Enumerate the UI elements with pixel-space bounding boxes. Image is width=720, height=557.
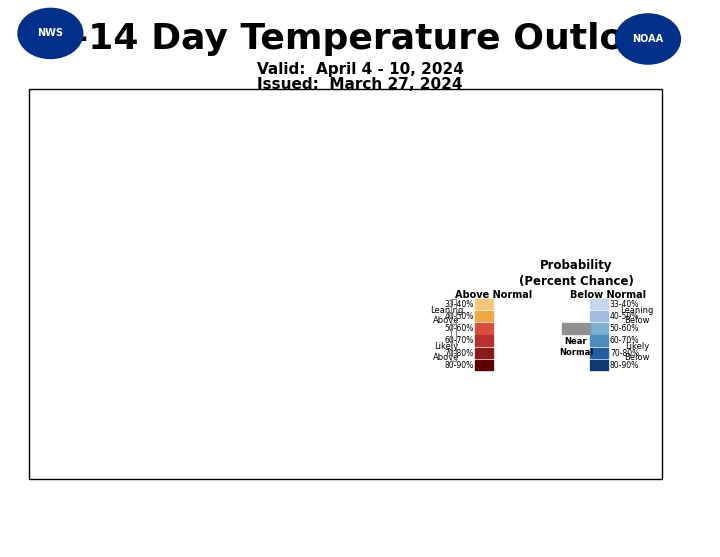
Bar: [439, 251, 713, 407]
Bar: [590, 360, 608, 370]
Bar: [590, 335, 608, 346]
Text: Likely
Above: Likely Above: [433, 343, 459, 361]
Text: 8-14 Day Temperature Outlook: 8-14 Day Temperature Outlook: [48, 22, 672, 56]
Text: 50-60%: 50-60%: [444, 324, 474, 333]
Bar: [590, 348, 608, 358]
Bar: [475, 348, 493, 358]
Text: Near
Normal: Near Normal: [559, 338, 593, 356]
Text: 70-80%: 70-80%: [610, 349, 639, 358]
Text: 60-70%: 60-70%: [444, 336, 474, 345]
Text: Valid:  April 4 - 10, 2024: Valid: April 4 - 10, 2024: [256, 62, 464, 77]
Circle shape: [616, 14, 680, 64]
Bar: [590, 311, 608, 321]
Text: 80-90%: 80-90%: [610, 361, 639, 370]
Text: Leaning
Below: Leaning Below: [621, 306, 654, 325]
Bar: [590, 323, 608, 334]
Text: Issued:  March 27, 2024: Issued: March 27, 2024: [257, 77, 463, 92]
Bar: [475, 299, 493, 309]
Bar: [475, 335, 493, 346]
Text: 40-50%: 40-50%: [610, 312, 639, 321]
Text: Below Normal: Below Normal: [570, 290, 647, 300]
Text: 33-40%: 33-40%: [610, 300, 639, 309]
Text: Above Normal: Above Normal: [454, 290, 532, 300]
Text: 60-70%: 60-70%: [610, 336, 639, 345]
Bar: [475, 323, 493, 334]
Bar: [29, 89, 662, 479]
Text: 80-90%: 80-90%: [444, 361, 474, 370]
Bar: [590, 299, 608, 309]
Text: Likely
Below: Likely Below: [624, 343, 650, 361]
Circle shape: [18, 8, 83, 58]
Text: NOAA: NOAA: [632, 34, 664, 44]
Bar: [475, 360, 493, 370]
Text: Leaning
Above: Leaning Above: [430, 306, 463, 325]
Text: NWS: NWS: [37, 28, 63, 38]
Text: Probability
(Percent Chance): Probability (Percent Chance): [518, 259, 634, 288]
Text: 70-80%: 70-80%: [444, 349, 474, 358]
Text: 40-50%: 40-50%: [444, 312, 474, 321]
Text: 33-40%: 33-40%: [444, 300, 474, 309]
Bar: [562, 323, 590, 334]
Text: 50-60%: 50-60%: [610, 324, 639, 333]
Bar: [475, 311, 493, 321]
